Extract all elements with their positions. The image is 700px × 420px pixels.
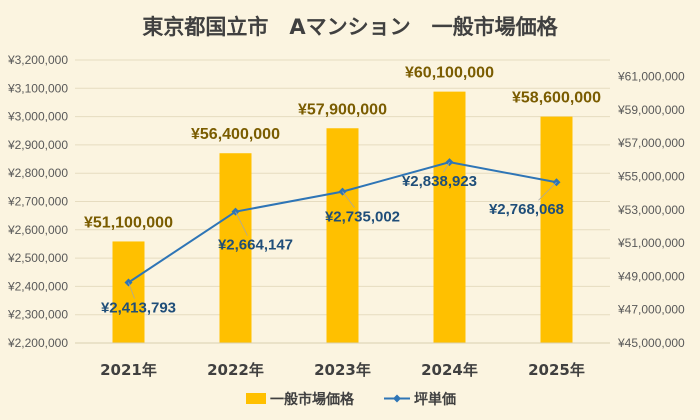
x-tick-label: 2025年 <box>528 361 585 379</box>
y-right-tick-label: ¥49,000,000 <box>617 269 685 283</box>
bar-value-label: ¥60,100,000 <box>405 65 494 82</box>
y-right-tick-label: ¥53,000,000 <box>617 203 685 217</box>
data-labels: ¥51,100,000 ¥56,400,000 ¥57,900,000 ¥60,100… <box>84 65 601 317</box>
line-series <box>124 158 561 299</box>
line-value-label: ¥2,768,068 <box>489 201 564 218</box>
y-left-tick-label: ¥2,500,000 <box>7 251 68 265</box>
bar <box>326 128 359 343</box>
legend: 一般市場価格 坪単価 <box>246 391 456 408</box>
y-right-tick-label: ¥45,000,000 <box>617 336 685 350</box>
bar-value-label: ¥56,400,000 <box>191 126 280 143</box>
y-right-tick-label: ¥59,000,000 <box>617 103 685 117</box>
y-left-tick-label: ¥3,200,000 <box>7 53 68 67</box>
bar <box>540 116 573 343</box>
y-left-tick-label: ¥2,200,000 <box>7 336 68 350</box>
bar-value-label: ¥58,600,000 <box>512 90 601 107</box>
y-right-tick-label: ¥47,000,000 <box>617 303 685 317</box>
y-right-tick-label: ¥51,000,000 <box>617 236 685 250</box>
leader-line <box>443 161 450 173</box>
y-left-tick-label: ¥2,900,000 <box>7 138 68 152</box>
y-left-tick-label: ¥2,800,000 <box>7 166 68 180</box>
line-value-label: ¥2,838,923 <box>402 173 477 190</box>
bar <box>219 153 252 343</box>
line-value-label: ¥2,413,793 <box>101 299 176 316</box>
legend-bar-swatch <box>246 393 266 404</box>
leader-line <box>342 191 355 208</box>
line-value-label: ¥2,664,147 <box>218 237 293 254</box>
y-left-tick-label: ¥2,300,000 <box>7 308 68 322</box>
chart-title: 東京都国立市 Aマンション 一般市場価格 <box>142 15 558 39</box>
y-left-tick-label: ¥2,700,000 <box>7 195 68 209</box>
bar <box>112 241 145 343</box>
y-right-tick-label: ¥57,000,000 <box>617 136 685 150</box>
y-left-tick-label: ¥3,100,000 <box>7 81 68 95</box>
legend-bar-label: 一般市場価格 <box>270 391 355 408</box>
y-left-tick-label: ¥2,400,000 <box>7 279 68 293</box>
bar <box>433 91 466 343</box>
legend-line-label: 坪単価 <box>414 391 456 408</box>
legend-line-marker <box>393 394 401 403</box>
bar-value-label: ¥51,100,000 <box>84 214 173 231</box>
y-axis-left: ¥3,200,000 ¥3,100,000 ¥3,000,000 ¥2,900,000… <box>7 53 68 350</box>
y-left-tick-label: ¥2,600,000 <box>7 223 68 237</box>
bar-value-label: ¥57,900,000 <box>298 101 387 118</box>
x-tick-label: 2022年 <box>207 361 264 379</box>
x-tick-label: 2024年 <box>421 361 478 379</box>
leader-line <box>538 181 557 201</box>
leader-line <box>235 211 248 236</box>
bar-series <box>112 91 573 343</box>
x-tick-label: 2021年 <box>100 361 157 379</box>
x-axis: 2021年 2022年 2023年 2024年 2025年 <box>75 342 610 379</box>
y-right-tick-label: ¥55,000,000 <box>617 170 685 184</box>
y-left-tick-label: ¥3,000,000 <box>7 110 68 124</box>
y-right-tick-label: ¥61,000,000 <box>617 70 685 84</box>
line-value-label: ¥2,735,002 <box>325 209 400 226</box>
y-axis-right: ¥61,000,000 ¥59,000,000 ¥57,000,000 ¥55,000… <box>617 70 685 350</box>
leader-line <box>128 282 135 299</box>
x-tick-label: 2023年 <box>314 361 371 379</box>
